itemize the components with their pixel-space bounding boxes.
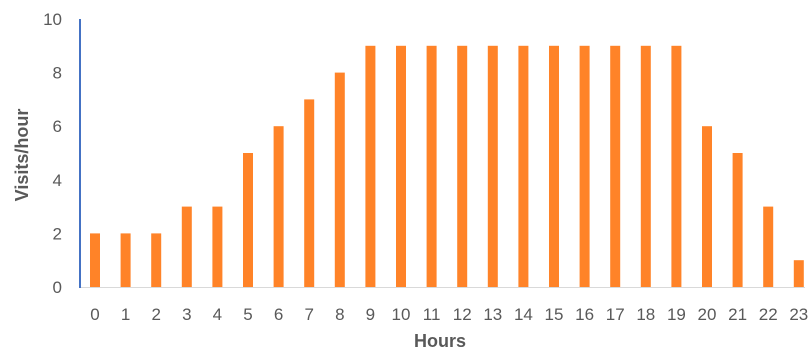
y-tick-label: 10 — [43, 10, 62, 29]
x-tick-label: 23 — [789, 305, 808, 324]
x-tick-label: 17 — [606, 305, 625, 324]
bar-hour-23 — [793, 260, 804, 287]
bar-hour-11 — [426, 45, 437, 287]
bar-hour-6 — [273, 126, 284, 287]
y-axis-title: Visits/hour — [12, 109, 32, 202]
x-tick-label: 12 — [453, 305, 472, 324]
bar-hour-10 — [396, 45, 406, 287]
x-tick-label: 7 — [304, 305, 313, 324]
bar-hour-12 — [457, 45, 468, 287]
x-tick-label: 14 — [514, 305, 533, 324]
y-tick-labels: 0 2 4 6 8 10 — [43, 10, 62, 297]
bar-hour-18 — [640, 45, 651, 287]
y-tick-label: 6 — [53, 117, 62, 136]
x-tick-label: 3 — [182, 305, 191, 324]
bar-hour-5 — [243, 153, 253, 287]
x-tick-label: 11 — [423, 305, 441, 324]
axes-layer — [79, 19, 805, 288]
bar-hour-13 — [487, 45, 498, 287]
x-tick-label: 1 — [121, 305, 130, 324]
x-tick-label: 0 — [90, 305, 99, 324]
y-tick-label: 0 — [53, 278, 62, 297]
bar-hour-22 — [763, 206, 774, 287]
x-tick-label: 15 — [545, 305, 564, 324]
bar-hour-3 — [181, 206, 192, 287]
x-tick-label: 13 — [483, 305, 502, 324]
bar-hour-1 — [120, 233, 131, 287]
y-tick-label: 2 — [53, 224, 62, 243]
y-tick-label: 4 — [53, 171, 62, 190]
x-tick-label: 22 — [759, 305, 778, 324]
bar-hour-19 — [671, 45, 682, 287]
x-tick-label: 20 — [698, 305, 717, 324]
x-tick-label: 10 — [392, 305, 411, 324]
x-tick-label: 5 — [243, 305, 252, 324]
x-tick-label: 21 — [728, 305, 747, 324]
x-tick-label: 9 — [366, 305, 375, 324]
bar-hour-17 — [610, 45, 621, 287]
x-tick-label: 2 — [151, 305, 160, 324]
bar-hour-16 — [579, 45, 590, 287]
x-tick-label: 16 — [575, 305, 594, 324]
bars-layer — [90, 45, 804, 288]
bar-hour-15 — [549, 45, 559, 287]
x-tick-label: 18 — [636, 305, 655, 324]
bar-hour-0 — [90, 233, 100, 287]
bar-hour-20 — [702, 126, 712, 287]
x-tick-label: 6 — [274, 305, 283, 324]
bar-hour-14 — [518, 45, 529, 287]
x-tick-label: 8 — [335, 305, 344, 324]
x-tick-label: 19 — [667, 305, 686, 324]
bar-hour-21 — [732, 153, 743, 287]
bar-hour-9 — [365, 45, 376, 287]
x-axis-title: Hours — [414, 331, 466, 351]
y-tick-label: 8 — [53, 64, 62, 83]
bar-hour-7 — [304, 99, 315, 288]
bar-hour-8 — [334, 72, 345, 287]
x-tick-label: 4 — [213, 305, 222, 324]
bar-hour-2 — [151, 233, 162, 287]
x-tick-labels: 0 1 2 3 4 5 6 7 8 9 10 11 12 13 14 15 16 17 18 19 20 21 22 23 — [90, 305, 808, 324]
bar-hour-4 — [212, 206, 223, 287]
